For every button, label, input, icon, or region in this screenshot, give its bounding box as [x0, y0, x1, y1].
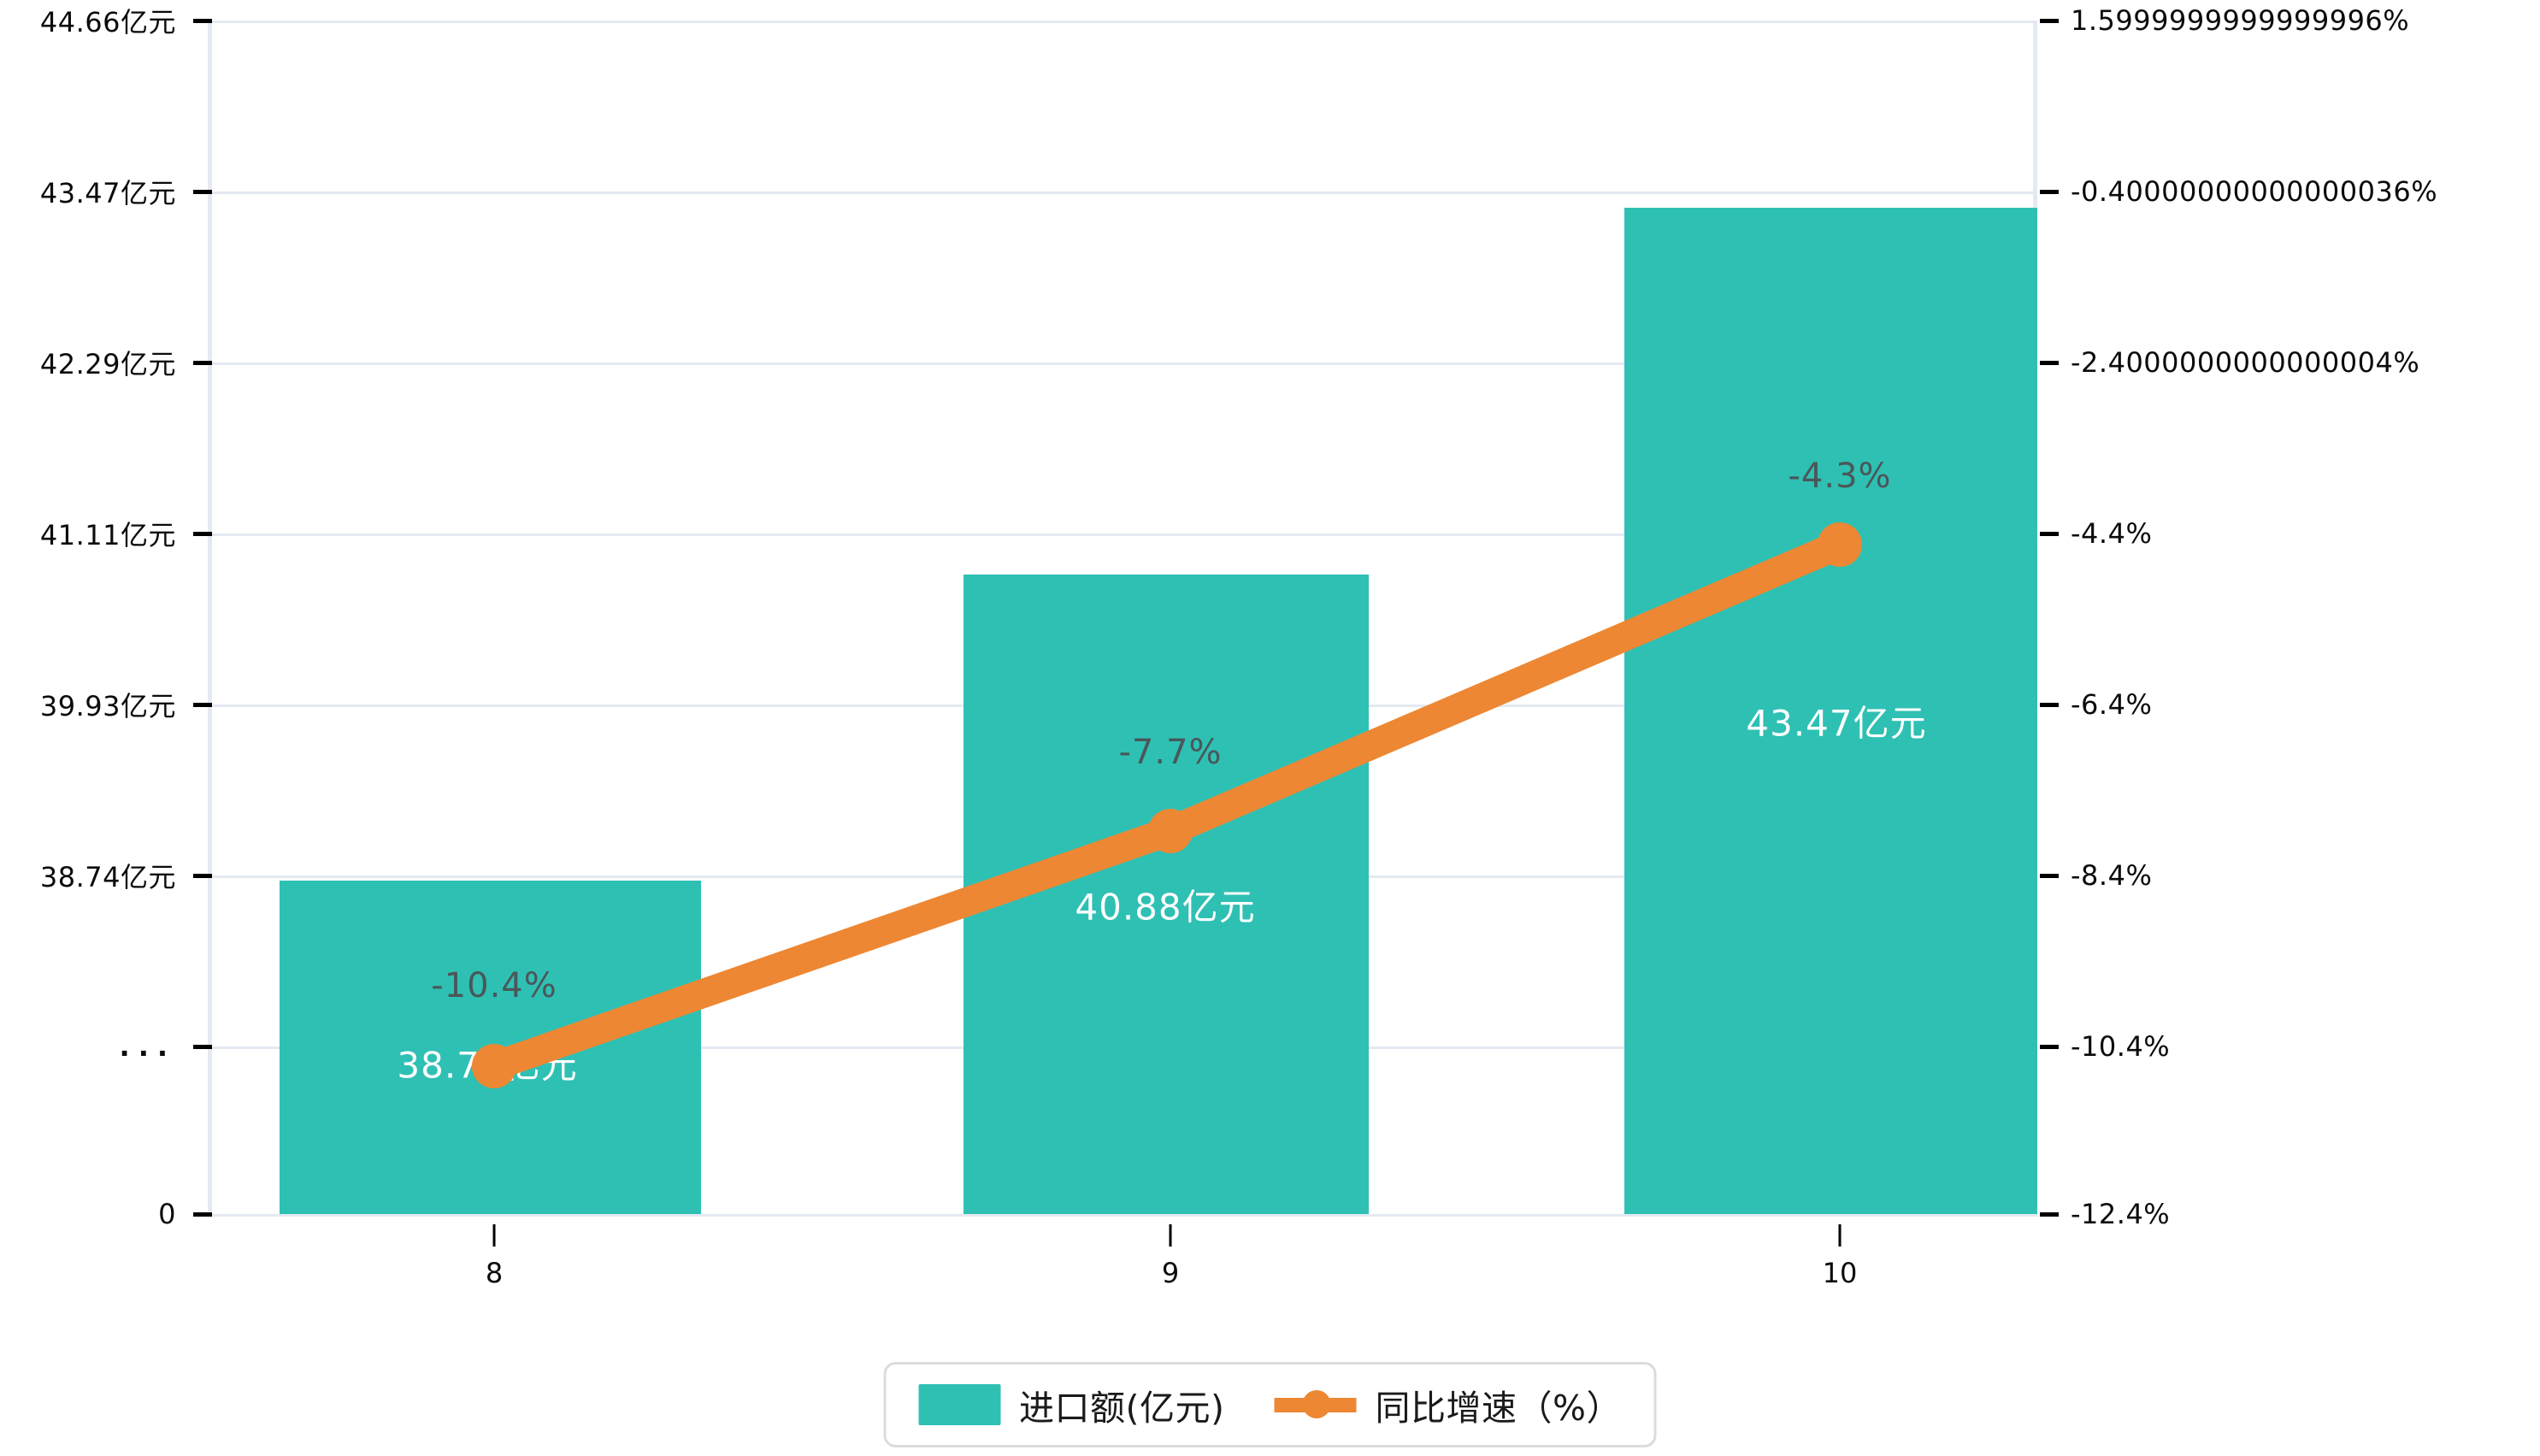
legend-label-import-amount: 进口额(亿元)	[1019, 1388, 1225, 1429]
legend-label-growth-rate: 同比增速（%）	[1375, 1388, 1622, 1429]
left-axis-label-ellipsis: ...	[119, 1030, 176, 1063]
right-tick-mark	[2040, 1045, 2059, 1049]
right-tick-mark	[2040, 1212, 2059, 1217]
right-axis-label: -12.4%	[2071, 1198, 2171, 1230]
right-axis-label: -4.4%	[2071, 517, 2153, 550]
left-axis-label: 0	[158, 1198, 176, 1230]
right-tick-mark	[2040, 532, 2059, 536]
left-axis-label: 41.11亿元	[39, 519, 176, 551]
chart-legend: 进口额(亿元) 同比增速（%）	[883, 1362, 1657, 1447]
right-axis-label: -10.4%	[2071, 1030, 2171, 1063]
x-tick-mark	[1169, 1224, 1172, 1247]
bar-value-10: 43.47亿元	[1746, 702, 1927, 745]
right-tick-mark	[2040, 703, 2059, 707]
right-axis-label: -8.4%	[2071, 859, 2153, 892]
right-axis-label: 1.5999999999999996%	[2071, 4, 2410, 37]
growth-label-10: -4.3%	[1788, 457, 1892, 496]
left-tick-mark	[193, 19, 212, 23]
left-tick-mark	[193, 703, 212, 707]
left-axis-label: 43.47亿元	[39, 177, 176, 209]
left-axis-label: 39.93亿元	[39, 690, 176, 722]
x-tick-mark	[492, 1224, 496, 1247]
right-axis-label: -0.40000000000000036%	[2071, 175, 2438, 208]
gridline	[212, 21, 2033, 23]
growth-label-9: -7.7%	[1118, 733, 1223, 772]
right-tick-mark	[2040, 190, 2059, 194]
bar-value-9: 40.88亿元	[1075, 886, 1256, 928]
right-tick-mark	[2040, 874, 2059, 878]
x-axis-label-9: 9	[1161, 1257, 1180, 1289]
left-tick-mark	[193, 190, 212, 194]
bar-value-8: 38.74亿元	[397, 1044, 578, 1087]
x-axis-label-10: 10	[1822, 1257, 1858, 1289]
right-axis-label: -6.4%	[2071, 688, 2153, 721]
gridline	[212, 363, 2033, 365]
legend-item-growth-rate[interactable]: 同比增速（%）	[1274, 1379, 1622, 1430]
growth-label-8: -10.4%	[431, 966, 557, 1005]
left-axis-label: 38.74亿元	[39, 861, 176, 893]
legend-line-swatch-icon	[1274, 1384, 1357, 1425]
right-tick-mark	[2040, 19, 2059, 23]
left-tick-mark	[193, 532, 212, 536]
x-axis-label-8: 8	[485, 1257, 504, 1289]
left-tick-mark	[193, 1045, 212, 1049]
left-tick-mark	[193, 874, 212, 878]
x-tick-mark	[1838, 1224, 1842, 1247]
left-axis-spine	[208, 21, 212, 1217]
right-axis-label: -2.4000000000000004%	[2071, 346, 2420, 379]
left-axis-label: 44.66亿元	[39, 6, 176, 38]
legend-item-import-amount[interactable]: 进口额(亿元)	[918, 1379, 1225, 1430]
left-axis-label: 42.29亿元	[39, 348, 176, 380]
legend-bar-swatch-icon	[918, 1384, 1001, 1425]
right-tick-mark	[2040, 361, 2059, 365]
left-tick-mark	[193, 1212, 212, 1217]
left-tick-mark	[193, 361, 212, 365]
gridline	[212, 192, 2033, 194]
gridline-baseline	[212, 1214, 2033, 1217]
